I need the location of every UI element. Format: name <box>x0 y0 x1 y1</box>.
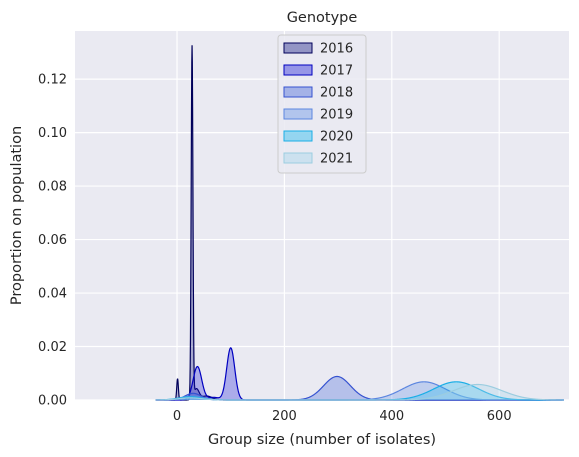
legend-label: 2019 <box>320 108 353 123</box>
legend: 2016 2017 2018 2019 2020 2021 <box>277 34 367 174</box>
legend-swatch <box>283 42 313 54</box>
legend-box <box>277 34 367 174</box>
y-tick-labels: 0.00 0.02 0.04 0.06 0.08 0.10 0.12 <box>38 73 67 409</box>
series-area-2017 <box>155 347 564 400</box>
legend-swatch <box>283 152 313 164</box>
y-tick-label: 0.12 <box>38 73 67 88</box>
x-tick-label: 400 <box>379 409 404 424</box>
series-2021 <box>155 383 564 401</box>
legend-label: 2016 <box>320 42 353 57</box>
y-tick-label: 0.06 <box>38 233 67 248</box>
legend-item-2018: 2018 <box>283 86 353 101</box>
series-area-2020 <box>155 381 564 400</box>
legend-label: 2020 <box>320 130 353 145</box>
x-tick-label: 0 <box>173 409 181 424</box>
x-tick-label: 600 <box>487 409 512 424</box>
legend-swatch <box>283 64 313 76</box>
series-line-2021 <box>155 383 564 401</box>
legend-item-2016: 2016 <box>283 42 353 57</box>
y-tick-label: 0.08 <box>38 180 67 195</box>
legend-label: 2018 <box>320 86 353 101</box>
series-area-2021 <box>155 384 564 400</box>
legend-item-2021: 2021 <box>283 152 353 167</box>
x-axis-label: Group size (number of isolates) <box>208 432 436 448</box>
y-tick-label: 0.10 <box>38 126 67 141</box>
y-tick-label: 0.00 <box>38 394 67 409</box>
legend-label: 2021 <box>320 152 353 167</box>
legend-item-2019: 2019 <box>283 108 353 123</box>
legend-swatch <box>283 86 313 98</box>
legend-item-2020: 2020 <box>283 130 353 145</box>
chart-title: Genotype <box>287 10 358 26</box>
legend-swatch <box>283 130 313 142</box>
x-tick-label: 200 <box>272 409 297 424</box>
legend-item-2017: 2017 <box>283 64 353 79</box>
legend-swatch <box>283 108 313 120</box>
y-axis-label: Proportion on population <box>9 126 25 305</box>
y-tick-label: 0.04 <box>38 287 67 302</box>
legend-label: 2017 <box>320 64 353 79</box>
y-tick-label: 0.02 <box>38 340 67 355</box>
x-tick-labels: 0 200 400 600 <box>173 409 512 424</box>
series-layer <box>155 45 564 401</box>
